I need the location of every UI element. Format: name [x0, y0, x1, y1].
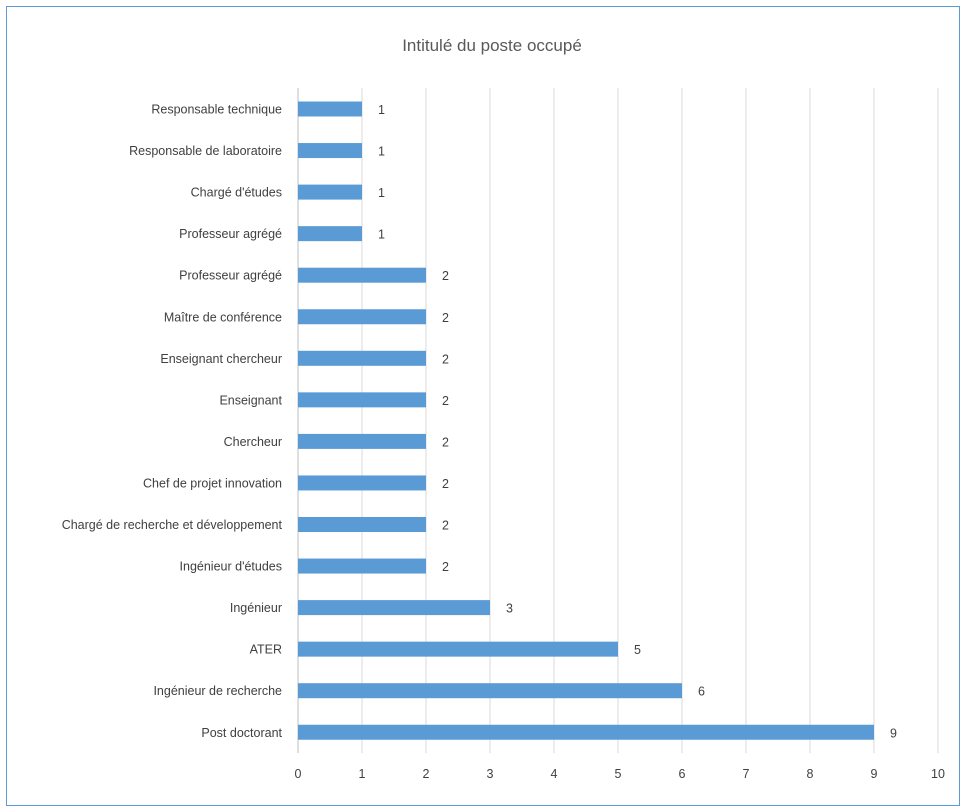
category-label: ATER [250, 643, 282, 657]
bar [298, 392, 426, 408]
category-label: Ingénieur [230, 601, 282, 615]
category-label: Chargé de recherche et développement [62, 518, 283, 532]
x-tick-label: 4 [551, 767, 558, 781]
x-tick-label: 2 [423, 767, 430, 781]
x-tick-label: 9 [871, 767, 878, 781]
data-label: 9 [890, 726, 897, 740]
data-label: 2 [442, 352, 449, 366]
chart-title: Intitulé du poste occupé [402, 36, 582, 55]
chart-frame [6, 6, 960, 806]
category-label: Enseignant chercheur [160, 352, 282, 366]
x-tick-label: 5 [615, 767, 622, 781]
x-tick-label: 3 [487, 767, 494, 781]
category-label: Responsable technique [151, 103, 282, 117]
data-labels: 1 1 1 1 2 2 2 2 2 2 2 2 3 5 6 9 [378, 103, 897, 740]
bar [298, 350, 426, 366]
data-label: 1 [378, 228, 385, 242]
bar [298, 143, 362, 159]
category-label: Post doctorant [201, 726, 282, 740]
data-label: 5 [634, 643, 641, 657]
bar [298, 101, 362, 117]
data-label: 2 [442, 519, 449, 533]
bars [298, 101, 874, 740]
bar [298, 226, 362, 242]
data-label: 2 [442, 435, 449, 449]
category-label: Responsable de laboratoire [129, 144, 282, 158]
data-label: 2 [442, 269, 449, 283]
bar [298, 724, 874, 740]
category-label: Professeur agrégé [179, 269, 282, 283]
x-tick-label: 8 [807, 767, 814, 781]
category-label: Enseignant [219, 393, 282, 407]
data-label: 2 [442, 394, 449, 408]
data-label: 2 [442, 560, 449, 574]
data-label: 3 [506, 602, 513, 616]
bar [298, 641, 618, 657]
x-tick-label: 10 [931, 767, 945, 781]
x-tick-label: 7 [743, 767, 750, 781]
data-label: 1 [378, 145, 385, 159]
data-label: 1 [378, 186, 385, 200]
bar [298, 600, 490, 616]
category-label: Professeur agrégé [179, 227, 282, 241]
bar [298, 475, 426, 491]
bar [298, 558, 426, 574]
category-labels: Responsable technique Responsable de labo… [62, 103, 283, 740]
category-label: Chef de projet innovation [143, 476, 282, 490]
category-label: Ingénieur d'études [180, 560, 282, 574]
bar [298, 267, 426, 283]
data-label: 2 [442, 311, 449, 325]
category-label: Chercheur [224, 435, 282, 449]
x-tick-label: 1 [359, 767, 366, 781]
x-tick-label: 0 [295, 767, 302, 781]
x-axis-ticks: 0 1 2 3 4 5 6 7 8 9 10 [295, 767, 945, 781]
data-label: 2 [442, 477, 449, 491]
bar [298, 433, 426, 449]
category-label: Maître de conférence [164, 310, 282, 324]
bar [298, 517, 426, 532]
category-label: Ingénieur de recherche [153, 684, 282, 698]
bar [298, 184, 362, 200]
data-label: 1 [378, 103, 385, 117]
category-label: Chargé d'études [191, 186, 282, 200]
data-label: 6 [698, 685, 705, 699]
bar [298, 683, 682, 699]
x-tick-label: 6 [679, 767, 686, 781]
bar [298, 309, 426, 325]
